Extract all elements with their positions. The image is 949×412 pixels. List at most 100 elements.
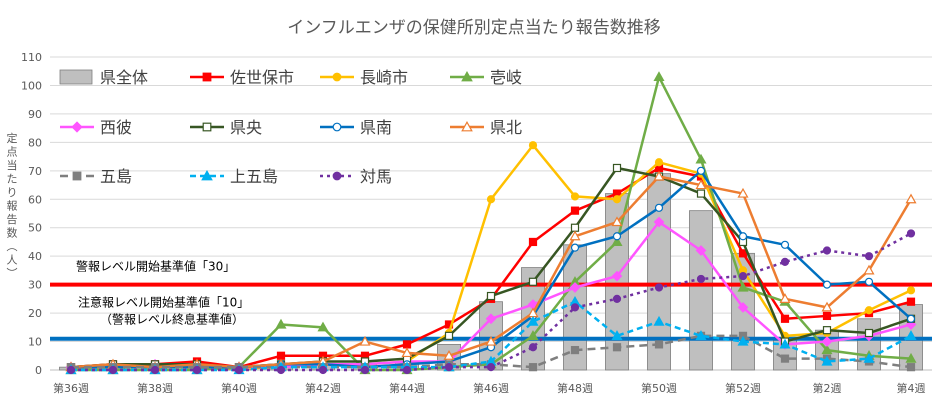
y-axis-ticks: 0 10 20 30 40 50 60 70 80 90 100 110 (21, 51, 42, 377)
point (780, 314, 790, 323)
y-tick-label: 110 (21, 51, 42, 64)
point (905, 352, 917, 363)
point (332, 122, 342, 132)
point (695, 153, 707, 164)
point (570, 192, 580, 201)
point (611, 270, 623, 282)
point (612, 232, 622, 241)
point (570, 206, 580, 215)
x-tick-label: 第4週 (897, 381, 926, 395)
point (738, 232, 748, 241)
point (528, 141, 538, 150)
legend-label: 県南 (360, 118, 392, 137)
point (486, 363, 496, 372)
legend-item: 壱岐 (450, 68, 522, 87)
point (863, 352, 875, 363)
threshold-label: 警報レベル開始基準値「30」 (76, 259, 235, 274)
point (570, 345, 580, 355)
point (653, 216, 665, 228)
point (528, 237, 538, 247)
point (527, 330, 539, 340)
point (822, 246, 832, 255)
point (486, 291, 496, 301)
point (780, 240, 790, 249)
y-tick-label: 0 (35, 364, 42, 377)
point (66, 365, 76, 375)
point (192, 365, 202, 375)
point (570, 243, 580, 252)
point (402, 365, 412, 375)
point (569, 230, 581, 241)
x-tick-label: 第36週 (53, 381, 89, 395)
point (318, 365, 328, 375)
point (821, 301, 833, 312)
point (150, 365, 160, 375)
point (653, 71, 665, 82)
point (276, 351, 286, 360)
legend-label: 上五島 (230, 167, 278, 186)
y-tick-label: 40 (28, 250, 42, 263)
point (821, 355, 833, 366)
threshold-sublabel: （警報レベル終息基準値） (100, 312, 244, 327)
legend-label: 対馬 (360, 167, 392, 186)
point (359, 335, 371, 346)
legend-item: 上五島 (190, 167, 278, 186)
point (461, 70, 473, 82)
point (779, 338, 791, 349)
y-axis-label-text: 定点当たり報告数︵人︶ (7, 131, 18, 280)
point (821, 344, 833, 355)
point (821, 336, 833, 347)
point (864, 328, 874, 338)
x-tick-label: 第40週 (221, 381, 257, 395)
point (654, 158, 664, 167)
point (737, 281, 749, 292)
point (570, 223, 580, 232)
legend-label: 壱岐 (490, 68, 522, 87)
point (864, 306, 874, 315)
x-tick-label: 第48週 (557, 381, 593, 395)
legend-item: 県南 (320, 118, 392, 137)
point (906, 286, 916, 295)
legend-item: 県北 (450, 118, 522, 137)
point (654, 340, 664, 349)
point (864, 252, 874, 261)
point (612, 294, 622, 303)
legend-item: 県全体 (59, 68, 148, 87)
y-tick-label: 80 (28, 136, 42, 149)
point (401, 347, 413, 358)
x-tick-label: 第44週 (389, 381, 425, 395)
point (275, 318, 287, 329)
point (905, 330, 917, 340)
point (485, 313, 497, 325)
point (108, 365, 118, 375)
point (696, 274, 706, 284)
point (317, 321, 329, 332)
point (332, 171, 342, 181)
y-tick-label: 50 (28, 222, 42, 235)
legend-item: 対馬 (320, 167, 392, 186)
series-対馬 (66, 229, 916, 375)
legend-swatch (59, 69, 93, 85)
point (737, 335, 749, 346)
point (906, 314, 916, 323)
point (822, 280, 832, 289)
chart-title: インフルエンザの保健所別定点当たり報告数推移 (287, 18, 661, 38)
point (71, 121, 83, 133)
y-axis-label: 定点当たり報告数︵人︶ (7, 131, 18, 280)
y-tick-label: 10 (28, 336, 42, 349)
point (906, 363, 916, 372)
point (201, 169, 213, 181)
point (906, 297, 916, 306)
point (906, 229, 916, 238)
point (461, 120, 473, 132)
point (528, 277, 538, 286)
x-tick-label: 第38週 (137, 381, 173, 395)
legend-item: 五島 (60, 167, 132, 186)
point (612, 343, 622, 352)
x-tick-label: 第46週 (473, 381, 509, 395)
point (443, 350, 455, 360)
point (486, 195, 496, 204)
point (695, 179, 707, 190)
point (696, 166, 706, 175)
